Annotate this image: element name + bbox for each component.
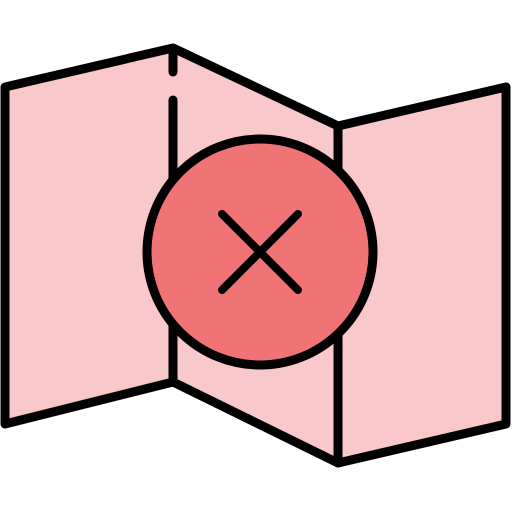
map-panel-right bbox=[338, 87, 506, 463]
map-outline bbox=[0, 43, 511, 468]
map-panel-left bbox=[5, 48, 173, 424]
close-circle-icon bbox=[142, 134, 378, 370]
x-mark-icon bbox=[218, 210, 302, 294]
